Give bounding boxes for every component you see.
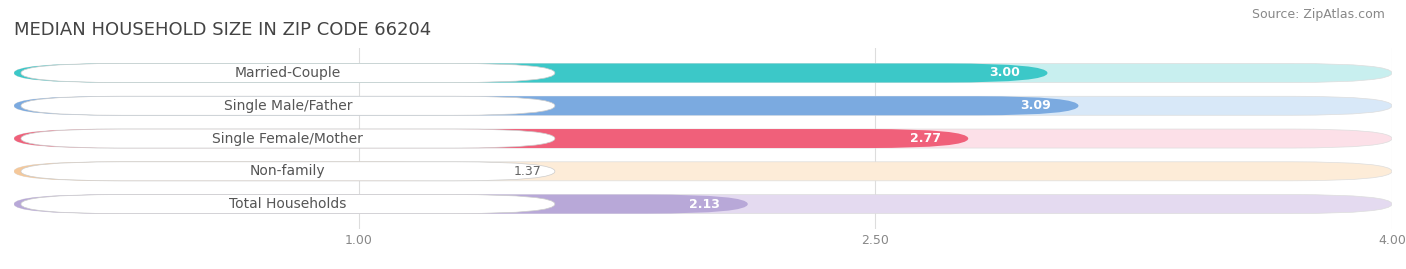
FancyBboxPatch shape [21,96,555,115]
FancyBboxPatch shape [14,63,1047,83]
FancyBboxPatch shape [14,96,1078,115]
FancyBboxPatch shape [21,162,555,181]
Text: 3.09: 3.09 [1021,99,1050,112]
Text: 1.37: 1.37 [513,165,541,178]
FancyBboxPatch shape [21,129,555,148]
Text: Non-family: Non-family [250,164,326,178]
Text: MEDIAN HOUSEHOLD SIZE IN ZIP CODE 66204: MEDIAN HOUSEHOLD SIZE IN ZIP CODE 66204 [14,20,432,38]
Text: Single Female/Mother: Single Female/Mother [212,132,363,146]
Text: Source: ZipAtlas.com: Source: ZipAtlas.com [1251,8,1385,21]
Text: Married-Couple: Married-Couple [235,66,342,80]
FancyBboxPatch shape [21,194,555,214]
FancyBboxPatch shape [14,129,1392,148]
FancyBboxPatch shape [14,162,1392,181]
FancyBboxPatch shape [14,162,486,181]
FancyBboxPatch shape [14,194,748,214]
Text: 3.00: 3.00 [988,66,1019,80]
FancyBboxPatch shape [14,194,1392,214]
Text: 2.13: 2.13 [689,197,720,211]
FancyBboxPatch shape [14,129,969,148]
Text: Total Households: Total Households [229,197,347,211]
Text: 2.77: 2.77 [910,132,941,145]
Text: Single Male/Father: Single Male/Father [224,99,352,113]
FancyBboxPatch shape [14,63,1392,83]
FancyBboxPatch shape [14,96,1392,115]
FancyBboxPatch shape [21,63,555,83]
